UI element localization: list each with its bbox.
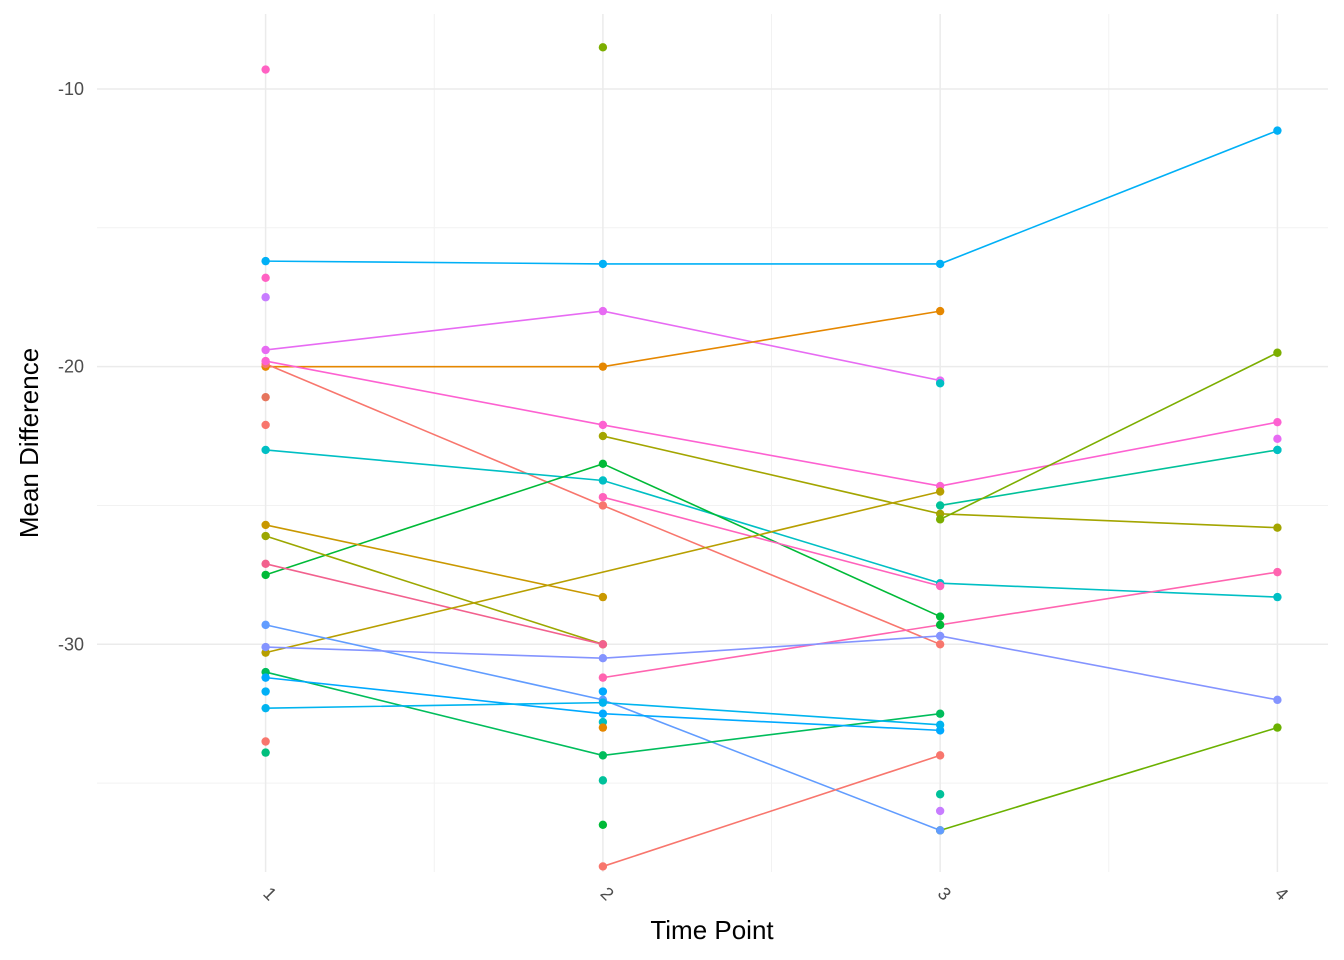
data-point bbox=[598, 259, 608, 269]
x-tick-label: 1 bbox=[259, 883, 280, 904]
major-gridlines bbox=[97, 14, 1328, 872]
data-point bbox=[1273, 567, 1282, 577]
series-line-8 bbox=[602, 496, 941, 587]
data-point bbox=[261, 559, 270, 568]
data-point bbox=[261, 273, 270, 282]
data-point bbox=[598, 43, 608, 52]
data-point bbox=[598, 862, 608, 871]
series-line-22 bbox=[602, 754, 941, 868]
series-line-0 bbox=[265, 129, 1278, 265]
data-point bbox=[598, 476, 608, 485]
data-point bbox=[598, 306, 608, 316]
data-point bbox=[935, 709, 945, 718]
y-tick-labels: -10 -20 -30 bbox=[58, 79, 84, 654]
data-point bbox=[261, 520, 270, 530]
data-point bbox=[598, 709, 608, 718]
series-line-18 bbox=[265, 635, 1278, 701]
data-point bbox=[935, 581, 945, 591]
x-tick-label: 3 bbox=[934, 883, 955, 904]
x-axis-title: Time Point bbox=[650, 915, 774, 945]
data-point bbox=[261, 620, 270, 630]
data-point bbox=[598, 492, 608, 502]
data-point bbox=[935, 487, 945, 496]
data-point bbox=[1273, 434, 1282, 444]
x-tick-label: 2 bbox=[597, 883, 618, 904]
data-point bbox=[261, 345, 270, 355]
data-point bbox=[261, 642, 270, 652]
data-point bbox=[598, 640, 608, 649]
data-point bbox=[261, 748, 270, 757]
data-point bbox=[598, 362, 608, 371]
series-line-4 bbox=[265, 360, 1278, 487]
y-tick-label: -10 bbox=[58, 79, 84, 99]
data-point bbox=[1273, 592, 1282, 602]
x-tick-labels: 1 2 3 4 bbox=[259, 883, 1292, 904]
data-point bbox=[261, 293, 270, 302]
data-point bbox=[935, 640, 945, 649]
data-point bbox=[935, 631, 945, 641]
data-point bbox=[598, 420, 608, 430]
data-point bbox=[935, 826, 945, 835]
data-point bbox=[935, 612, 945, 621]
data-point bbox=[935, 806, 945, 816]
series-line-13 bbox=[265, 490, 941, 654]
data-point bbox=[598, 459, 608, 469]
data-point bbox=[261, 703, 270, 713]
y-tick-label: -20 bbox=[58, 357, 84, 377]
data-point bbox=[598, 673, 608, 682]
data-point bbox=[1273, 723, 1282, 732]
x-tick-label: 4 bbox=[1271, 883, 1292, 904]
data-point bbox=[261, 256, 270, 266]
data-point bbox=[261, 420, 270, 430]
data-point bbox=[935, 720, 945, 730]
series-line-15 bbox=[939, 352, 1278, 521]
data-point bbox=[261, 570, 270, 580]
data-point bbox=[598, 431, 608, 441]
data-point bbox=[261, 737, 270, 746]
data-point bbox=[598, 723, 608, 732]
data-point bbox=[261, 531, 270, 541]
data-point bbox=[1273, 445, 1282, 455]
data-point bbox=[935, 790, 945, 799]
data-point bbox=[261, 687, 270, 696]
series-line-11 bbox=[265, 535, 604, 646]
series-line-14 bbox=[940, 449, 1278, 507]
data-point bbox=[598, 592, 608, 602]
data-point bbox=[598, 501, 608, 510]
data-point bbox=[261, 356, 270, 366]
data-point bbox=[261, 65, 270, 74]
data-point bbox=[598, 687, 608, 696]
data-point bbox=[598, 820, 608, 829]
data-point bbox=[261, 673, 270, 682]
y-tick-label: -30 bbox=[58, 634, 84, 654]
data-point bbox=[1273, 126, 1282, 135]
data-point bbox=[935, 259, 945, 269]
data-point bbox=[1273, 523, 1282, 532]
data-point bbox=[261, 445, 270, 455]
series-line-9 bbox=[939, 726, 1278, 832]
data-point bbox=[935, 379, 945, 388]
data-point bbox=[1273, 417, 1282, 427]
data-point bbox=[935, 620, 945, 630]
data-point bbox=[598, 751, 608, 760]
series-line-12 bbox=[265, 563, 604, 646]
y-axis-title: Mean Difference bbox=[14, 348, 44, 538]
data-point bbox=[935, 751, 945, 760]
data-point bbox=[261, 392, 270, 402]
data-point bbox=[935, 515, 945, 524]
data-point bbox=[935, 306, 945, 316]
data-point bbox=[598, 698, 608, 707]
data-point bbox=[1273, 348, 1282, 357]
data-point bbox=[598, 776, 608, 785]
data-point bbox=[598, 653, 608, 663]
data-point bbox=[935, 501, 945, 510]
data-point bbox=[1273, 695, 1282, 705]
minor-gridlines bbox=[97, 14, 1328, 872]
data-points bbox=[261, 43, 1282, 871]
